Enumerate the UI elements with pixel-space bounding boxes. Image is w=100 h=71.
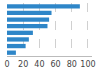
svg-text:80: 80 bbox=[67, 60, 77, 69]
svg-text:100: 100 bbox=[80, 60, 95, 69]
svg-text:20: 20 bbox=[18, 60, 28, 69]
svg-text:60: 60 bbox=[50, 60, 60, 69]
svg-text:40: 40 bbox=[34, 60, 44, 69]
svg-text:0: 0 bbox=[4, 60, 9, 69]
